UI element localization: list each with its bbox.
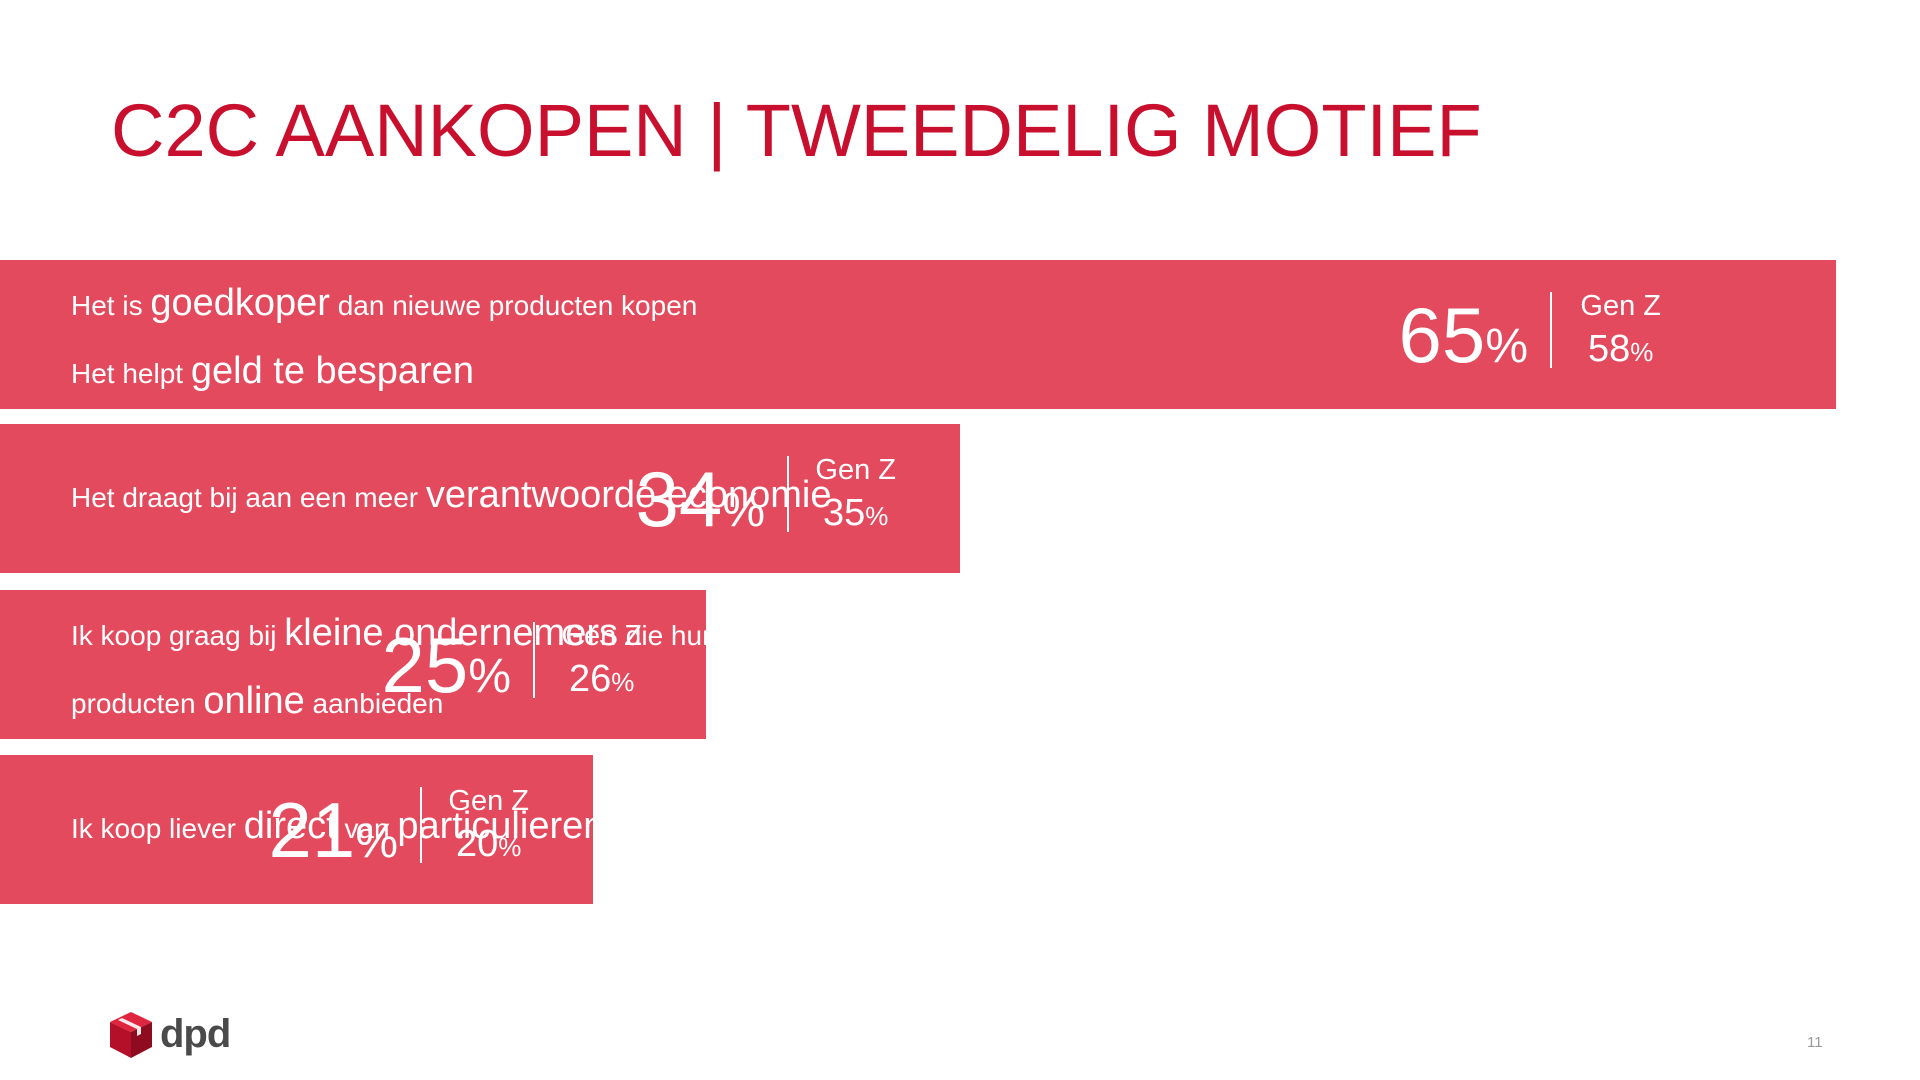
bar-value-number: 34 <box>635 455 723 543</box>
genz-label: Gen Z <box>448 785 529 817</box>
value-divider <box>787 456 789 532</box>
label-text: Het is <box>71 290 151 321</box>
bar-label-line: Het draagt bij aan een meer verantwoorde… <box>71 474 831 517</box>
genz-value: 26% <box>561 654 642 707</box>
page-number: 11 <box>1807 1034 1823 1051</box>
bar-2: Het draagt bij aan een meer verantwoorde… <box>0 424 960 573</box>
genz-value-block: Gen Z 26% <box>561 618 642 707</box>
bar-value-unit: % <box>722 484 765 537</box>
label-emphasis: goedkoper <box>150 282 330 324</box>
bar-value-number: 21 <box>268 786 356 874</box>
genz-value-unit: % <box>865 501 889 531</box>
bar-label-line: Het helpt geld te besparen <box>71 350 474 393</box>
genz-value-block: Gen Z 35% <box>815 452 896 541</box>
dpd-logo-text: dpd <box>160 1012 231 1056</box>
label-text: Het draagt bij aan een meer <box>71 482 426 513</box>
genz-value: 58% <box>1580 324 1661 377</box>
label-emphasis: particulieren <box>397 805 605 847</box>
bar-value-number: 65 <box>1398 291 1486 379</box>
bar-1: Het is goedkoper dan nieuwe producten ko… <box>0 260 1836 409</box>
genz-label: Gen Z <box>1580 290 1661 322</box>
label-text: producten <box>71 688 204 719</box>
label-text: van <box>336 813 398 844</box>
bar-label-line: producten online aanbieden <box>71 680 443 723</box>
genz-value: 20% <box>448 819 529 872</box>
genz-value-number: 58 <box>1588 328 1631 370</box>
label-emphasis: kleine ondernemers <box>284 612 618 654</box>
genz-value-unit: % <box>498 832 522 862</box>
bar-4: Ik koop liever direct van particulieren 2… <box>0 755 604 904</box>
genz-value: 35% <box>815 488 896 541</box>
genz-value-block: Gen Z 20% <box>448 783 529 872</box>
genz-value-unit: % <box>611 667 635 697</box>
label-text: aanbieden <box>304 688 444 719</box>
label-text: Ik koop liever <box>71 813 244 844</box>
label-text: dan nieuwe producten kopen <box>329 290 698 321</box>
bar-value-number: 25 <box>381 621 469 709</box>
label-text: Het helpt <box>71 358 191 389</box>
bar-3: Ik koop graag bij kleine ondernemers die… <box>0 590 718 739</box>
bar-value-unit: % <box>468 650 511 703</box>
bar-value: 34% <box>636 454 765 545</box>
value-divider <box>533 622 535 698</box>
genz-value-number: 20 <box>456 823 499 865</box>
label-emphasis: verantwoorde economie <box>425 474 832 516</box>
bar-label-line: Ik koop graag bij kleine ondernemers die… <box>71 612 718 655</box>
label-emphasis: direct <box>243 805 337 847</box>
bar-value-unit: % <box>355 815 398 868</box>
bar-label-line: Het is goedkoper dan nieuwe producten ko… <box>71 282 697 325</box>
label-emphasis: online <box>203 680 305 722</box>
genz-value-block: Gen Z 58% <box>1580 288 1661 377</box>
label-text: die hun <box>618 620 718 651</box>
page-title: C2C AANKOPEN | TWEEDELIG MOTIEF <box>111 89 1482 172</box>
bar-value: 21% <box>269 785 398 876</box>
genz-label: Gen Z <box>815 454 896 486</box>
value-divider <box>1550 292 1552 368</box>
bar-value: 65% <box>1399 290 1528 381</box>
genz-value-number: 35 <box>823 492 866 534</box>
bar-label-line: Ik koop liever direct van particulieren <box>71 805 604 848</box>
genz-value-unit: % <box>1630 337 1654 367</box>
genz-label: Gen Z <box>561 620 642 652</box>
label-text: Ik koop graag bij <box>71 620 285 651</box>
label-emphasis: geld te besparen <box>190 350 474 392</box>
genz-value-number: 26 <box>569 658 612 700</box>
bar-value: 25% <box>382 620 511 711</box>
bar-value-unit: % <box>1485 320 1528 373</box>
value-divider <box>420 787 422 863</box>
dpd-cube-icon <box>110 1012 152 1058</box>
